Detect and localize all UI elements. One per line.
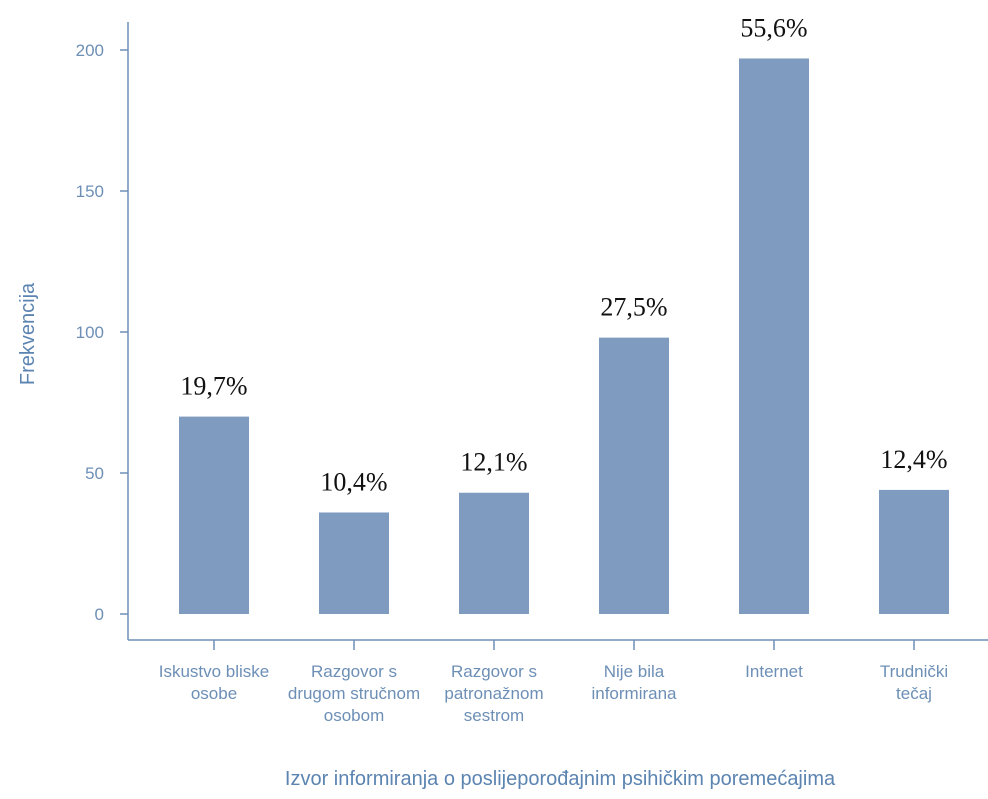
bar xyxy=(459,492,529,614)
bar xyxy=(599,337,669,614)
y-tick-label: 0 xyxy=(95,605,104,624)
x-category-label: Trudnički tečaj xyxy=(880,662,948,703)
data-label: 27,5% xyxy=(600,293,667,322)
x-axis-title: Izvor informiranja o poslijeporođajnim p… xyxy=(285,768,836,790)
y-tick-label: 150 xyxy=(76,182,104,201)
x-category-label-line: drugom stručnom xyxy=(288,684,420,703)
x-category-label-line: informirana xyxy=(591,684,677,703)
data-labels-group: 19,7% 10,4% 12,1% 27,5% 55,6% 12,4% xyxy=(180,13,947,496)
x-category-label-line: tečaj xyxy=(896,684,932,703)
x-category-label-line: osobom xyxy=(324,706,384,725)
x-category-label-line: Trudnički xyxy=(880,662,948,681)
y-tick-label: 100 xyxy=(76,323,104,342)
y-tick-label: 50 xyxy=(85,464,104,483)
y-axis: 0 50 100 150 200 xyxy=(76,22,129,640)
x-category-label: Razgovor s patronažnom sestrom xyxy=(444,662,543,725)
y-axis-title: Frekvencija xyxy=(17,282,39,385)
x-axis: Iskustvo bliske osobe Razgovor s drugom str… xyxy=(128,639,988,725)
bar xyxy=(319,512,389,614)
y-tick-label: 200 xyxy=(76,41,104,60)
data-label: 12,1% xyxy=(460,448,527,477)
data-label: 12,4% xyxy=(880,445,947,474)
x-category-label: Internet xyxy=(745,662,803,681)
x-category-label-line: Iskustvo bliske xyxy=(159,662,270,681)
data-label: 19,7% xyxy=(180,372,247,401)
x-category-label: Razgovor s drugom stručnom osobom xyxy=(288,662,420,725)
data-label: 10,4% xyxy=(320,467,387,496)
x-category-label: Iskustvo bliske osobe xyxy=(159,662,270,703)
x-category-label: Nije bila informirana xyxy=(591,662,677,703)
x-category-label-line: Razgovor s xyxy=(311,662,397,681)
bar xyxy=(879,489,949,614)
x-category-label-line: patronažnom xyxy=(444,684,543,703)
x-category-label-line: Razgovor s xyxy=(451,662,537,681)
x-category-label-line: sestrom xyxy=(464,706,524,725)
bar xyxy=(739,58,809,614)
x-category-label-line: osobe xyxy=(191,684,237,703)
x-category-label-line: Internet xyxy=(745,662,803,681)
bars-group xyxy=(179,58,949,614)
data-label: 55,6% xyxy=(740,13,807,42)
bar xyxy=(179,416,249,614)
x-category-label-line: Nije bila xyxy=(604,662,665,681)
